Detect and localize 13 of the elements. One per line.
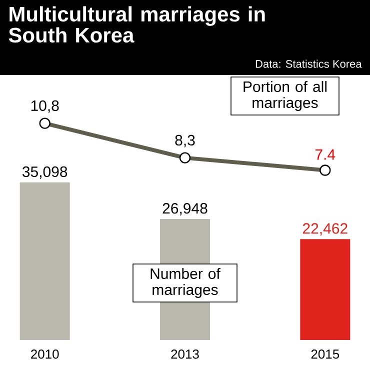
data-label: 26,948	[162, 203, 208, 216]
x-tick-label: 2015	[311, 350, 340, 359]
data-label: 10,8	[31, 100, 59, 113]
data-label: 8,3	[175, 134, 195, 148]
text: Portion of all marriages	[244, 81, 326, 111]
data-label: 35,098	[22, 166, 68, 179]
text: Data: Statistics Korea	[256, 60, 362, 68]
chart-title: Multicultural marriages in South Korea	[8, 6, 265, 43]
x-tick-label: 2013	[171, 350, 199, 359]
series-label: Number of marriages	[150, 268, 220, 298]
data-label: 22,462	[302, 223, 348, 236]
x-tick-label: 2010	[31, 350, 59, 359]
data-label: 7.4	[315, 149, 336, 160]
